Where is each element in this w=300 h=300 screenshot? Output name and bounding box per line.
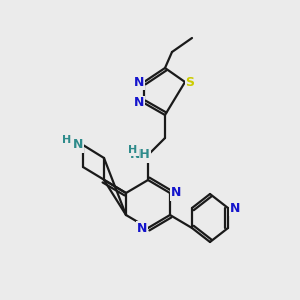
Text: N: N [137,221,147,235]
Text: N: N [73,139,83,152]
Text: N: N [134,76,144,88]
Text: NH: NH [130,148,150,161]
Text: N: N [171,187,181,200]
Text: S: S [185,76,194,88]
Text: N: N [230,202,240,214]
Text: N: N [134,97,144,110]
Text: H: H [128,145,138,155]
Text: H: H [62,135,72,145]
